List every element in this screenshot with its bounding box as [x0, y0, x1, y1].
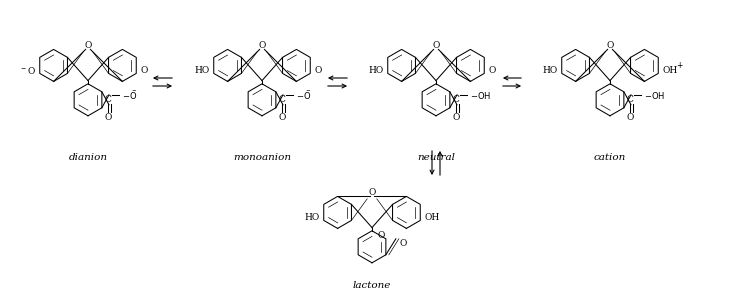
Text: O: O: [140, 66, 148, 75]
Text: $-$OH: $-$OH: [644, 90, 665, 101]
Text: HO: HO: [304, 213, 320, 222]
Text: $-$O: $-$O: [122, 90, 137, 101]
Text: $^-$O: $^-$O: [19, 65, 36, 76]
Text: C: C: [104, 95, 112, 104]
Text: $^-$: $^-$: [304, 86, 311, 95]
Text: C: C: [278, 95, 286, 104]
Text: O: O: [84, 41, 92, 50]
Text: O: O: [488, 66, 496, 75]
Text: $-$O: $-$O: [296, 90, 311, 101]
Text: O: O: [278, 113, 286, 122]
Text: monoanion: monoanion: [233, 153, 291, 162]
Text: HO: HO: [194, 66, 210, 75]
Text: O: O: [606, 41, 613, 50]
Text: O: O: [104, 113, 112, 122]
Text: O: O: [368, 188, 376, 197]
Text: OH: OH: [424, 213, 439, 222]
Text: $^-$: $^-$: [130, 86, 137, 95]
Text: dianion: dianion: [68, 153, 107, 162]
Text: O: O: [378, 231, 386, 240]
Text: neutral: neutral: [417, 153, 455, 162]
Text: cation: cation: [594, 153, 626, 162]
Text: O: O: [258, 41, 266, 50]
Text: C: C: [626, 95, 634, 104]
Text: +: +: [676, 61, 682, 70]
Text: HO: HO: [368, 66, 384, 75]
Text: lactone: lactone: [352, 281, 392, 290]
Text: OH: OH: [662, 66, 677, 75]
Text: O: O: [314, 66, 322, 75]
Text: O: O: [432, 41, 439, 50]
Text: O: O: [626, 113, 634, 122]
Text: O: O: [452, 113, 460, 122]
Text: O: O: [400, 239, 407, 248]
Text: $-$OH: $-$OH: [470, 90, 491, 101]
Text: HO: HO: [542, 66, 558, 75]
Text: C: C: [452, 95, 460, 104]
